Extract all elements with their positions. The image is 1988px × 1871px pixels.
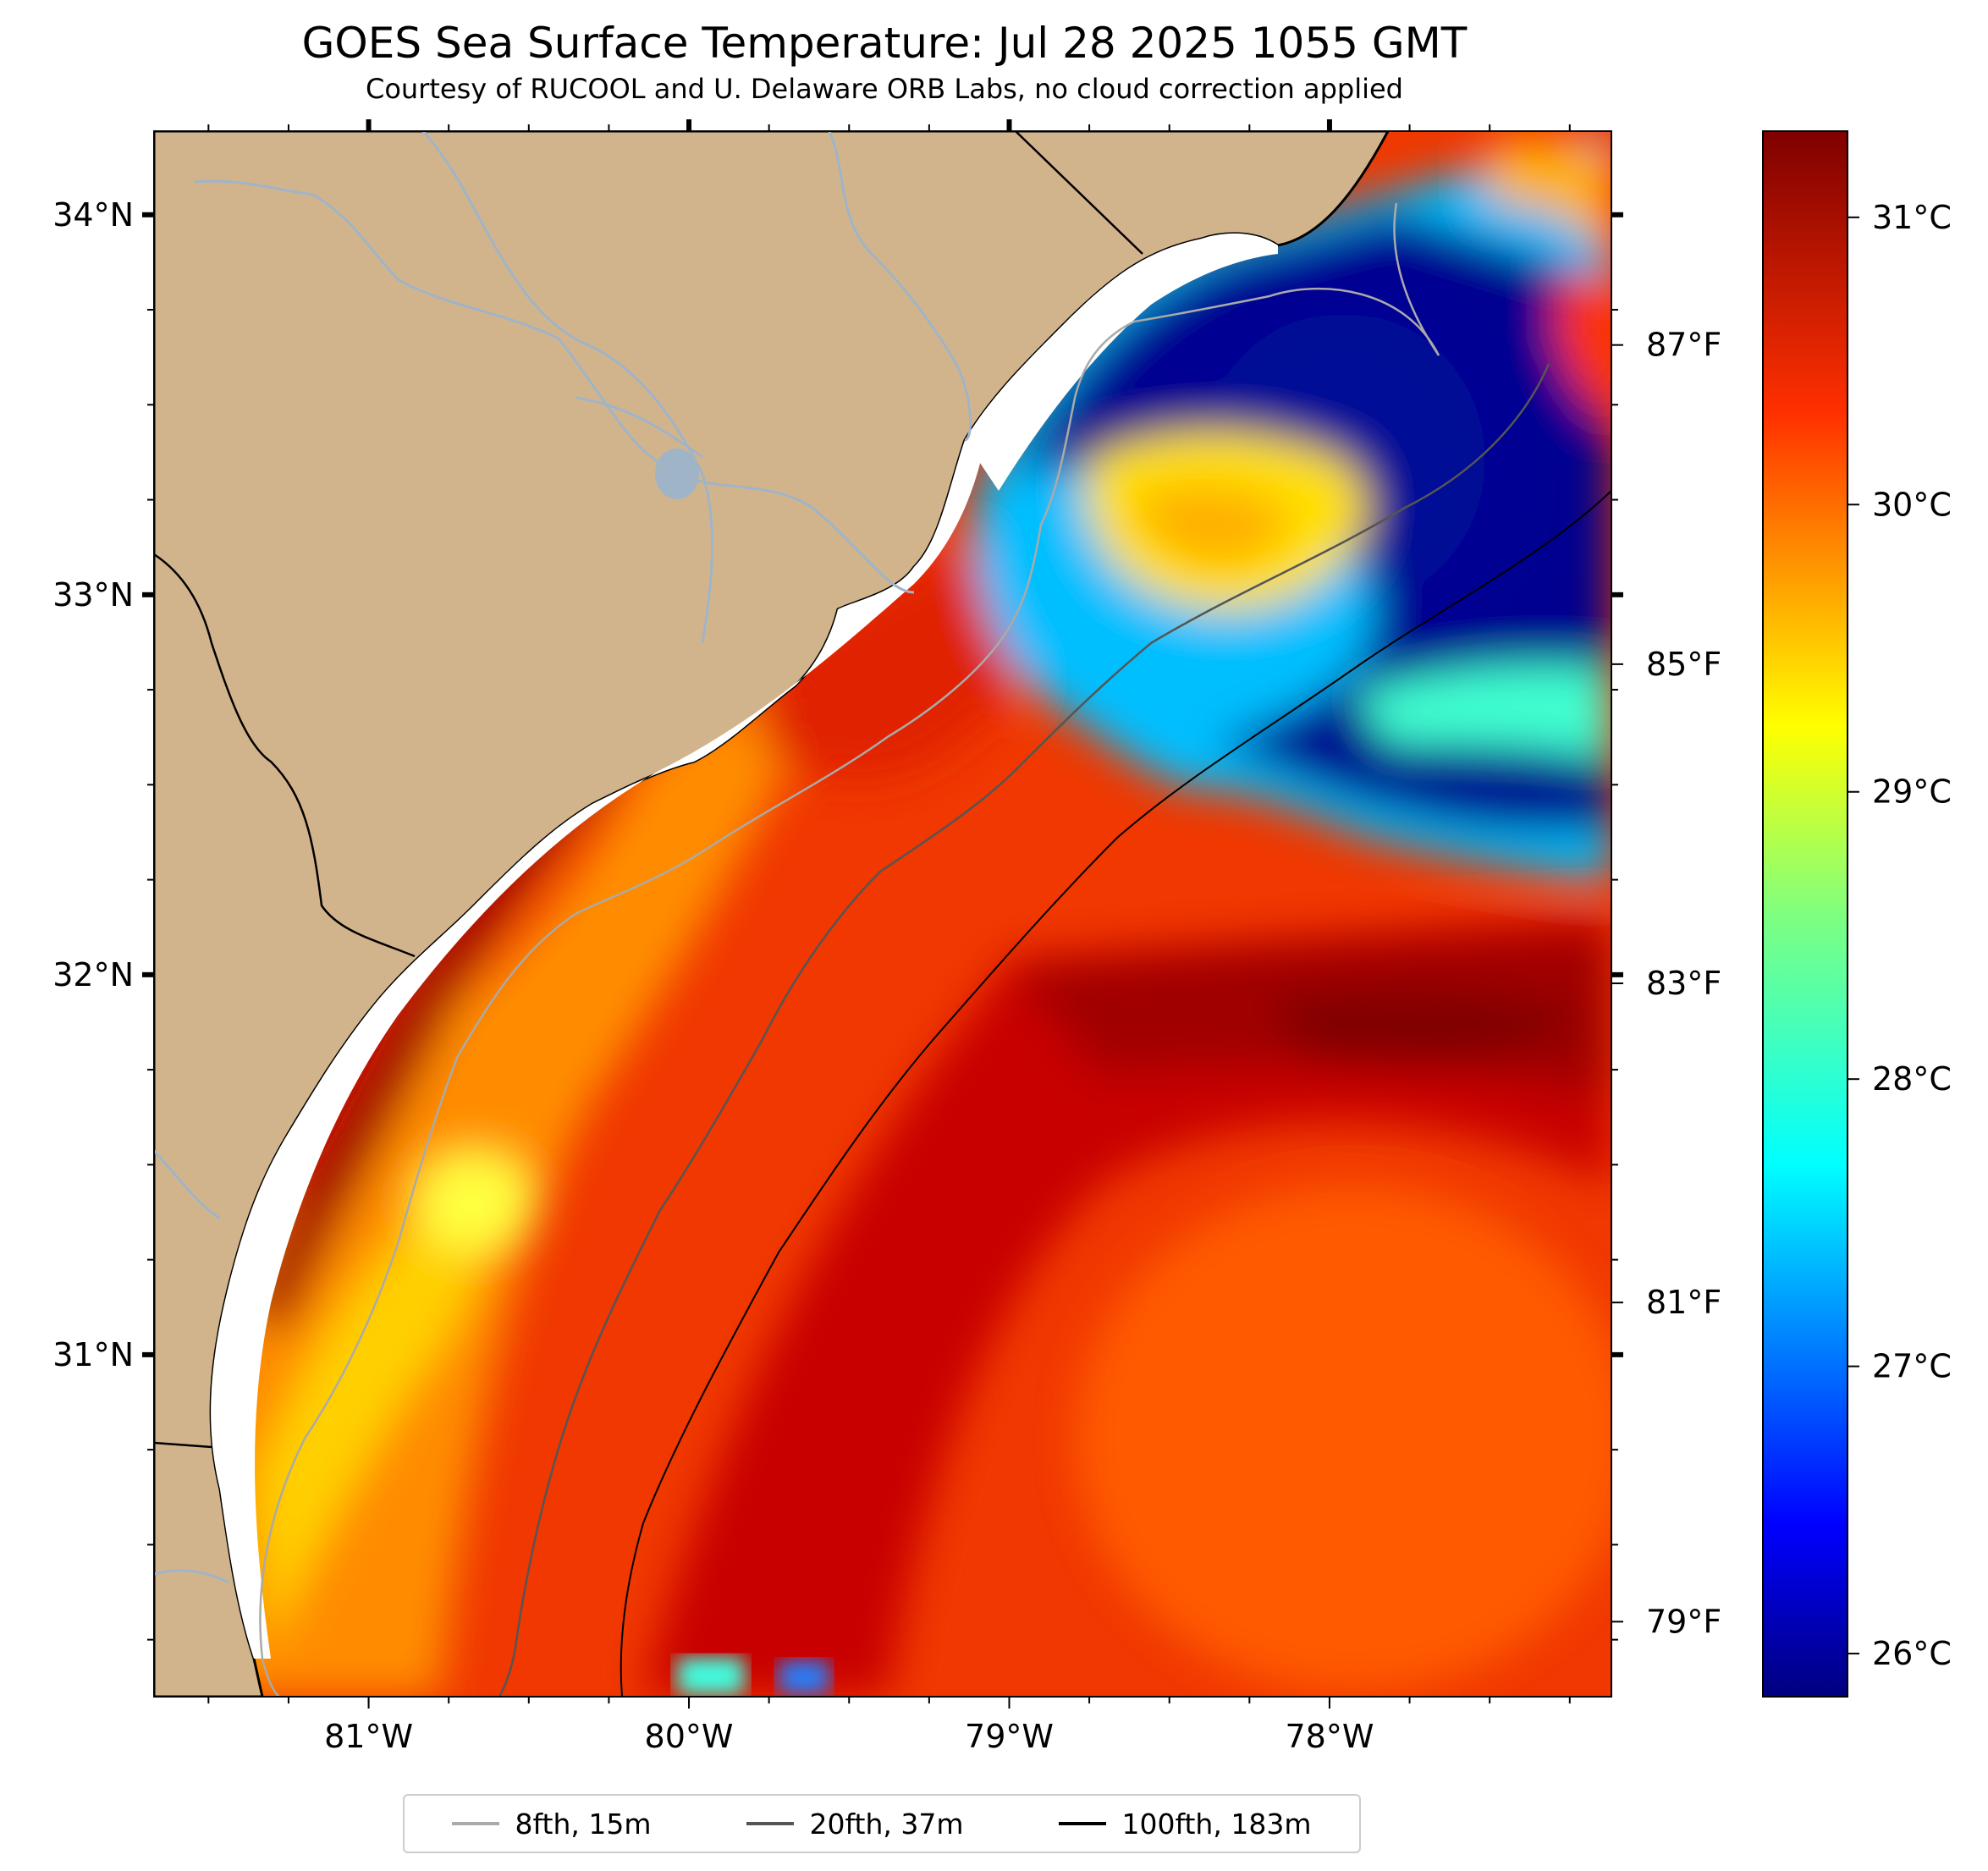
- lon-tick-label: 81°W: [324, 1718, 413, 1755]
- colorbar-tick-label: 27°C: [1872, 1348, 1952, 1385]
- fahrenheit-label: 81°F: [1646, 1284, 1721, 1321]
- map-axes: 81°W 80°W 79°W 78°W 34°N 33°N 32°N 31°N 87°F 85°F…: [52, 119, 1721, 1755]
- colorbar-tick-label: 26°C: [1872, 1635, 1952, 1672]
- rivers: [154, 131, 972, 1584]
- bathymetry-contours: [259, 202, 1611, 1697]
- lat-tick-label: 32°N: [52, 956, 134, 993]
- map-title: GOES Sea Surface Temperature: Jul 28 202…: [301, 19, 1468, 68]
- lat-tick-label: 34°N: [52, 196, 134, 234]
- legend-item-8fth: 8fth, 15m: [452, 1807, 652, 1841]
- cold-patch-south: [677, 1657, 745, 1695]
- legend-swatch-20fth: [746, 1822, 795, 1825]
- legend-item-20fth: 20fth, 37m: [746, 1808, 963, 1841]
- colorbar: [1762, 130, 1848, 1698]
- contour-100fth: [620, 490, 1611, 1697]
- lon-tick-label: 78°W: [1285, 1718, 1374, 1755]
- contour-8fth: [259, 202, 1440, 1697]
- lon-tick-label: 80°W: [645, 1718, 734, 1755]
- colorbar-tick-label: 30°C: [1872, 486, 1952, 523]
- legend-label: 20fth, 37m: [809, 1807, 964, 1841]
- legend-swatch-100fth: [1059, 1822, 1107, 1825]
- lon-tick-label: 79°W: [965, 1718, 1054, 1755]
- legend-item-100fth: 100fth, 183m: [1059, 1808, 1311, 1841]
- legend-label: 100fth, 183m: [1121, 1807, 1312, 1841]
- colorbar-tick-label: 31°C: [1872, 199, 1952, 236]
- lat-tick-label: 31°N: [52, 1336, 134, 1373]
- map-area: [154, 131, 1611, 1697]
- fahrenheit-label: 79°F: [1646, 1603, 1721, 1640]
- map-frame: [153, 130, 1612, 1698]
- colorbar-tick-label: 29°C: [1872, 773, 1952, 811]
- colorbar-ticks: 31°C 30°C 29°C 28°C 27°C 26°C: [1848, 199, 1952, 1672]
- legend-label: 8fth, 15m: [515, 1807, 652, 1841]
- contour-legend: 8fth, 15m 20fth, 37m 100fth, 183m: [403, 1794, 1361, 1853]
- lat-tick-label: 33°N: [52, 576, 134, 614]
- legend-swatch-8fth: [452, 1822, 500, 1825]
- map-subtitle: Courtesy of RUCOOL and U. Delaware ORB L…: [366, 73, 1403, 105]
- colorbar-tick-label: 28°C: [1872, 1060, 1952, 1098]
- fahrenheit-label: 83°F: [1646, 965, 1721, 1002]
- contour-20fth: [498, 363, 1550, 1697]
- fahrenheit-label: 87°F: [1646, 327, 1721, 364]
- fahrenheit-label: 85°F: [1646, 646, 1721, 683]
- state-borders: [154, 131, 1143, 1449]
- sst-features: [154, 131, 1611, 1697]
